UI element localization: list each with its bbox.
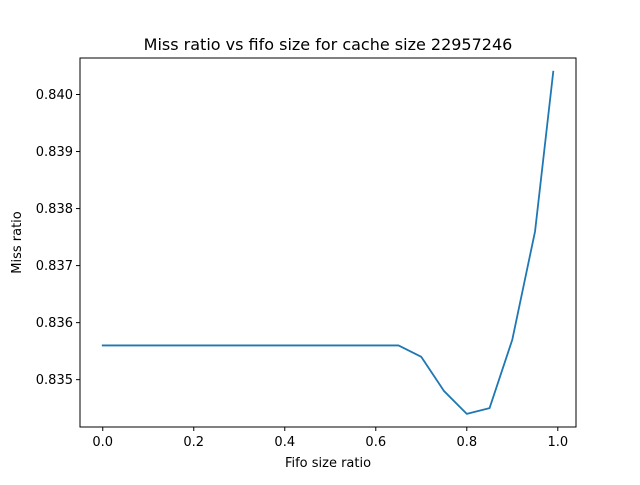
x-tick-label: 0.8 <box>456 435 477 450</box>
y-tick-label: 0.840 <box>36 88 73 103</box>
y-tick-label: 0.839 <box>36 145 73 160</box>
y-tick-label: 0.838 <box>36 202 73 217</box>
y-tick-label: 0.836 <box>36 316 73 331</box>
x-tick-label: 0.4 <box>274 435 295 450</box>
x-tick-label: 0.2 <box>183 435 204 450</box>
y-tick-label: 0.835 <box>36 373 73 388</box>
y-tick-label: 0.837 <box>36 259 73 274</box>
chart-title: Miss ratio vs fifo size for cache size 2… <box>144 35 513 54</box>
x-tick-label: 0.6 <box>365 435 386 450</box>
x-tick-label: 1.0 <box>547 435 568 450</box>
series-line <box>101 70 555 415</box>
y-axis-label: Miss ratio <box>10 211 25 274</box>
plot-area <box>101 70 555 415</box>
y-axis: 0.835 0.836 0.837 0.838 0.839 0.840 <box>36 88 80 388</box>
x-axis-label: Fifo size ratio <box>285 456 371 471</box>
x-axis: 0.0 0.2 0.4 0.6 0.8 1.0 <box>92 427 568 450</box>
plot-frame <box>79 57 577 428</box>
x-tick-label: 0.0 <box>92 435 113 450</box>
